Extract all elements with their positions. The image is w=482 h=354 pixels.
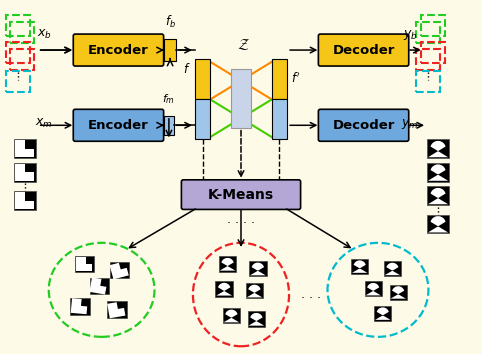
Text: $f_b$: $f_b$: [165, 14, 175, 30]
Bar: [389, 285, 407, 299]
Bar: [164, 116, 174, 135]
Polygon shape: [76, 257, 92, 271]
Bar: [427, 215, 449, 233]
Bar: [195, 99, 210, 139]
Bar: [246, 283, 263, 298]
Polygon shape: [352, 261, 367, 273]
Text: . . . .: . . . .: [227, 213, 255, 226]
Bar: [223, 308, 240, 323]
Bar: [195, 59, 210, 99]
FancyBboxPatch shape: [319, 34, 409, 66]
Bar: [90, 278, 109, 294]
Text: K-Means: K-Means: [208, 188, 274, 202]
Bar: [427, 139, 449, 158]
Bar: [249, 261, 267, 276]
Polygon shape: [107, 302, 125, 318]
Bar: [427, 163, 449, 182]
Text: $f'$: $f'$: [292, 71, 301, 86]
Polygon shape: [428, 141, 448, 157]
Polygon shape: [109, 263, 129, 279]
Polygon shape: [249, 313, 264, 326]
Text: $x_m$: $x_m$: [35, 117, 53, 130]
Bar: [272, 99, 287, 139]
Bar: [10, 48, 34, 70]
Bar: [374, 306, 391, 321]
Text: Encoder: Encoder: [88, 44, 149, 57]
Polygon shape: [247, 285, 262, 297]
Bar: [231, 69, 251, 128]
Bar: [164, 39, 176, 61]
Text: $x_b$: $x_b$: [37, 28, 52, 41]
Text: Decoder: Decoder: [333, 119, 395, 132]
Polygon shape: [14, 192, 34, 209]
FancyBboxPatch shape: [73, 109, 163, 141]
Bar: [272, 59, 287, 99]
Text: $\mathcal{Z}$: $\mathcal{Z}$: [237, 38, 250, 52]
Bar: [70, 298, 90, 315]
Polygon shape: [224, 310, 239, 322]
Bar: [215, 281, 233, 297]
Bar: [421, 15, 445, 36]
Text: . . .: . . .: [301, 288, 321, 301]
Polygon shape: [14, 164, 34, 181]
FancyBboxPatch shape: [181, 180, 301, 210]
Bar: [427, 187, 449, 205]
Polygon shape: [220, 258, 235, 271]
Polygon shape: [216, 283, 232, 296]
Text: $y_m$: $y_m$: [402, 117, 419, 131]
Polygon shape: [89, 278, 107, 295]
Bar: [248, 312, 265, 327]
Bar: [5, 42, 29, 63]
Polygon shape: [385, 263, 400, 275]
Text: Encoder: Encoder: [88, 119, 149, 132]
Bar: [13, 191, 36, 210]
Polygon shape: [428, 164, 448, 181]
Bar: [421, 42, 445, 63]
Polygon shape: [14, 140, 34, 157]
Bar: [416, 22, 441, 43]
Text: $f_m$: $f_m$: [162, 93, 175, 107]
Polygon shape: [250, 263, 266, 275]
Bar: [5, 71, 29, 92]
Bar: [75, 256, 94, 272]
Bar: [219, 256, 236, 272]
Polygon shape: [428, 188, 448, 204]
Bar: [13, 139, 36, 158]
Bar: [5, 15, 29, 36]
Polygon shape: [428, 216, 448, 233]
Bar: [416, 71, 441, 92]
Text: Decoder: Decoder: [333, 44, 395, 57]
Bar: [10, 22, 34, 43]
Polygon shape: [390, 286, 406, 299]
Bar: [13, 163, 36, 182]
Text: $f$: $f$: [183, 62, 190, 76]
Bar: [416, 48, 441, 70]
Bar: [351, 259, 368, 274]
Bar: [107, 301, 127, 318]
Bar: [110, 262, 130, 278]
Polygon shape: [71, 298, 87, 314]
Bar: [364, 281, 382, 296]
Polygon shape: [375, 307, 390, 320]
FancyBboxPatch shape: [73, 34, 163, 66]
FancyBboxPatch shape: [319, 109, 409, 141]
Bar: [384, 261, 401, 276]
Polygon shape: [365, 283, 381, 295]
Text: $y_b$: $y_b$: [403, 28, 417, 41]
